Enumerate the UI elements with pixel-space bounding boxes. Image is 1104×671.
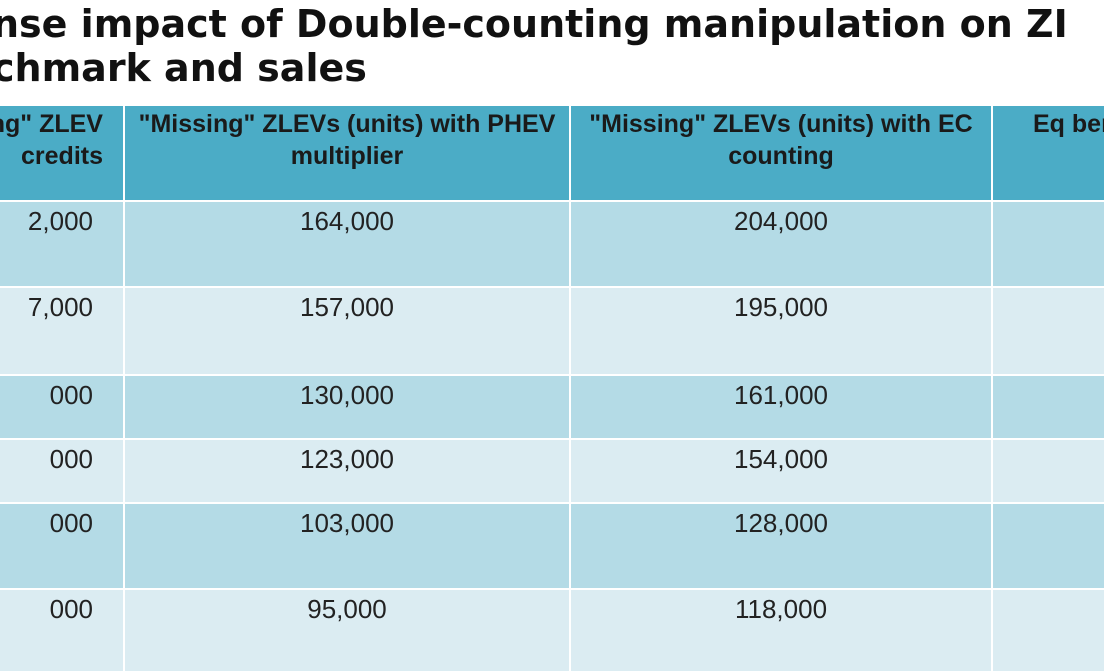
column-header-eq-benchmark: Eq benc [992, 106, 1104, 201]
data-table: "Missing" ZLEV credits "Missing" ZLEVs (… [0, 106, 1104, 671]
column-header-missing-credits: "Missing" ZLEV credits [0, 106, 125, 201]
table-cell: 123,000 [124, 438, 571, 503]
table-row: 7,000 157,000 195,000 [0, 286, 1104, 375]
table-cell: 000 [0, 374, 125, 439]
table-cell [992, 502, 1104, 589]
table-row: 000 123,000 154,000 [0, 438, 1104, 503]
data-table-container: "Missing" ZLEV credits "Missing" ZLEVs (… [0, 106, 1104, 671]
page-title: nse impact of Double-counting manipulati… [0, 2, 1068, 90]
title-line-1: nse impact of Double-counting manipulati… [0, 2, 1068, 46]
column-header-ec-counting: "Missing" ZLEVs (units) with EC counting [570, 106, 993, 201]
table-cell: 161,000 [570, 374, 993, 439]
table-cell: 154,000 [570, 438, 993, 503]
title-line-2: chmark and sales [0, 46, 367, 90]
table-cell [992, 286, 1104, 375]
table-cell: 157,000 [124, 286, 571, 375]
table-cell: 000 [0, 438, 125, 503]
column-header-phev-multiplier: "Missing" ZLEVs (units) with PHEV multip… [124, 106, 571, 201]
table-cell [992, 200, 1104, 287]
table-cell: 000 [0, 588, 125, 671]
table-cell: 130,000 [124, 374, 571, 439]
table-cell [992, 374, 1104, 439]
table-cell: 95,000 [124, 588, 571, 671]
table-cell: 204,000 [570, 200, 993, 287]
table-cell: 195,000 [570, 286, 993, 375]
table-cell [992, 438, 1104, 503]
table-row: 000 130,000 161,000 [0, 374, 1104, 439]
table-row: 000 103,000 128,000 [0, 502, 1104, 589]
table-cell: 103,000 [124, 502, 571, 589]
table-cell: 118,000 [570, 588, 993, 671]
table-cell: 7,000 [0, 286, 125, 375]
table-cell: 2,000 [0, 200, 125, 287]
table-cell: 164,000 [124, 200, 571, 287]
table-cell: 000 [0, 502, 125, 589]
table-cell [992, 588, 1104, 671]
table-header-row: "Missing" ZLEV credits "Missing" ZLEVs (… [0, 106, 1104, 201]
table-row: 000 95,000 118,000 [0, 588, 1104, 671]
table-row: 2,000 164,000 204,000 [0, 200, 1104, 287]
table-cell: 128,000 [570, 502, 993, 589]
